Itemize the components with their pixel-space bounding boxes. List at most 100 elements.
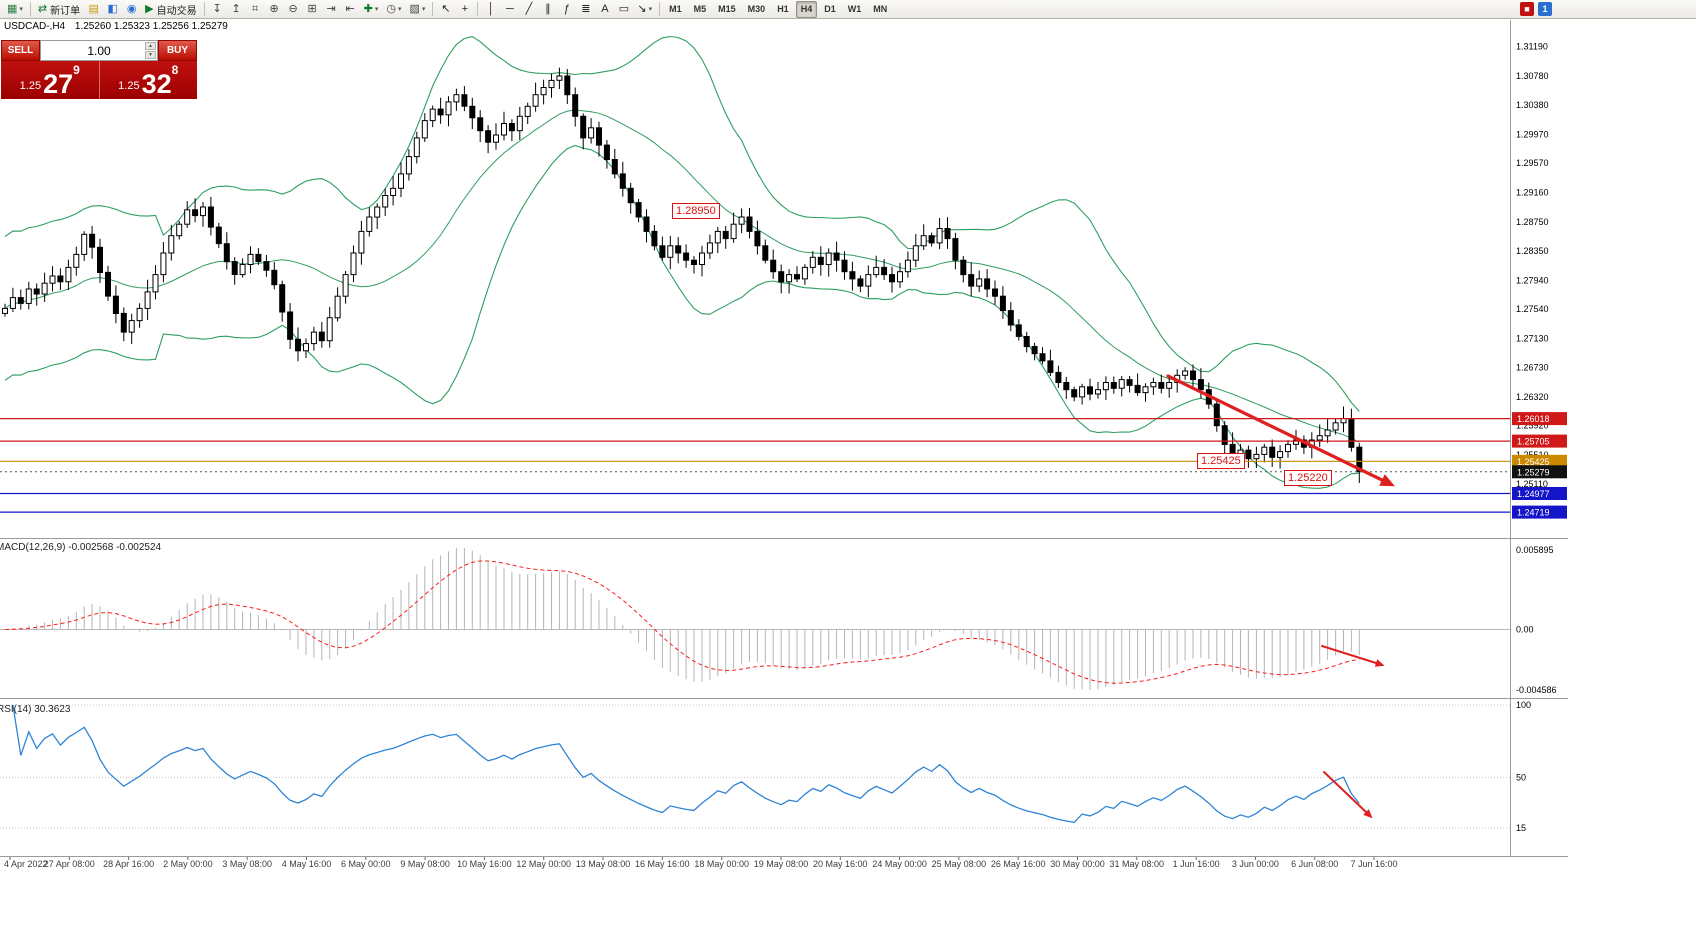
price-tag-1.26018: 1.26018 (1512, 412, 1567, 426)
economic-calendar-button[interactable]: ▤ (85, 1, 102, 18)
label-tool-icon: ▭ (618, 2, 630, 15)
indicator-list-icon: ↥ (231, 2, 241, 15)
chart-window-menu-button[interactable]: ▦ ▾ (4, 1, 26, 18)
svg-text:4 Apr 2022: 4 Apr 2022 (4, 859, 48, 869)
buy-button[interactable]: BUY (158, 40, 197, 61)
panel-separators[interactable] (0, 20, 1568, 857)
volume-input[interactable]: 1.00 ▲ ▼ (40, 40, 158, 61)
toolbar-separator (659, 2, 661, 16)
indicator-add-icon: ↧ (212, 2, 222, 15)
volume-up-button[interactable]: ▲ (145, 42, 156, 50)
arrows-tool-button[interactable]: ↘ ▾ (634, 1, 655, 18)
trend-arrows[interactable] (1166, 374, 1395, 819)
toolbar-separator (29, 2, 31, 16)
svg-text:2 May 00:00: 2 May 00:00 (163, 859, 213, 869)
crosshair-button[interactable]: + (456, 1, 473, 18)
svg-text:27 Apr 08:00: 27 Apr 08:00 (44, 859, 95, 869)
svg-text:1.25425: 1.25425 (1517, 457, 1550, 467)
volume-down-button[interactable]: ▼ (145, 51, 156, 59)
auto-trading-icon: ▶ (145, 2, 154, 15)
timeframe-h1-button[interactable]: H1 (777, 4, 789, 14)
svg-text:19 May 08:00: 19 May 08:00 (754, 859, 809, 869)
chart-shift-button[interactable]: ⇤ (342, 1, 359, 18)
period-selector-button[interactable]: ◷ ▾ (383, 1, 404, 18)
sell-price-big: 27 (43, 69, 74, 99)
horizontal-line-tool-button[interactable]: ─ (501, 1, 518, 18)
price-axis[interactable]: 1.31190 1.30780 1.30380 1.29970 1.29570 1.291… (1516, 42, 1549, 489)
svg-text:25 May 08:00: 25 May 08:00 (932, 859, 987, 869)
vertical-line-tool-button[interactable]: │ (482, 1, 499, 18)
label-tool-button[interactable]: ▭ (615, 1, 632, 18)
trendline-tool-icon: ╱ (525, 2, 533, 15)
new-order-button[interactable]: ⇄ 新订单 (35, 1, 83, 18)
object-list-button[interactable]: ⌗ (247, 1, 264, 18)
timeframe-m30-button[interactable]: M30 (747, 4, 766, 14)
price-annotation-1.25425[interactable]: 1.25425 (1197, 453, 1245, 469)
svg-text:6 May 00:00: 6 May 00:00 (341, 859, 391, 869)
timeframe-m1-button[interactable]: M1 (669, 4, 682, 14)
price-tag-1.25425: 1.25425 (1512, 454, 1567, 468)
arrows-tool-dropdown-icon[interactable]: ▾ (648, 6, 653, 13)
template-selector-button[interactable]: ▧ ▾ (406, 1, 428, 18)
navigator-icon: ◉ (126, 2, 137, 15)
timeframe-h4-button[interactable]: H4 (795, 0, 818, 18)
shapes-tool-button[interactable]: ≣ (577, 1, 594, 18)
object-list-icon: ⌗ (252, 2, 259, 15)
new-chart-button[interactable]: ✚ ▾ (361, 1, 382, 18)
volume-value: 1.00 (87, 43, 111, 58)
svg-text:1.24719: 1.24719 (1517, 508, 1550, 518)
arrows-tool-icon: ↘ (637, 2, 647, 15)
toolbar-separator (477, 2, 479, 16)
auto-trading-button[interactable]: ▶ 自动交易 (142, 1, 199, 18)
alerts-icon[interactable]: ■ (1520, 2, 1534, 16)
chart-window-menu-icon: ▦ (7, 2, 18, 15)
svg-text:1.25279: 1.25279 (1517, 467, 1550, 477)
price-annotation-1.25220[interactable]: 1.25220 (1284, 470, 1332, 486)
period-selector-icon: ◷ (386, 2, 396, 15)
sell-price[interactable]: 1.25 27 9 (1, 61, 100, 99)
trendline-tool-button[interactable]: ╱ (520, 1, 537, 18)
cursor-button[interactable]: ↖ (437, 1, 454, 18)
bollinger-bands (4, 35, 1360, 489)
chart-window-menu-dropdown-icon[interactable]: ▾ (19, 6, 23, 13)
indicator-add-button[interactable]: ↧ (209, 1, 226, 18)
period-selector-dropdown-icon[interactable]: ▾ (397, 6, 402, 13)
fibonacci-tool-button[interactable]: ƒ (558, 1, 575, 18)
price-annotation-1.28950[interactable]: 1.28950 (672, 203, 720, 219)
timeframe-m15-button[interactable]: M15 (718, 4, 736, 14)
volume-spinner: ▲ ▼ (145, 42, 156, 59)
template-selector-dropdown-icon[interactable]: ▾ (421, 6, 426, 13)
svg-text:1.26320: 1.26320 (1516, 392, 1549, 402)
indicator-list-button[interactable]: ↥ (228, 1, 245, 18)
navigator-button[interactable]: ◉ (123, 1, 140, 18)
market-watch-button[interactable]: ◧ (104, 1, 121, 18)
timeframe-m5-button[interactable]: M5 (693, 4, 707, 14)
timeframe-d1-button[interactable]: D1 (824, 4, 836, 14)
timeframe-mn-button[interactable]: MN (873, 4, 888, 14)
svg-text:4 May 16:00: 4 May 16:00 (282, 859, 332, 869)
text-tool-button[interactable]: A (596, 1, 613, 18)
svg-text:9 May 08:00: 9 May 08:00 (400, 859, 450, 869)
macd-label: MACD(12,26,9) -0.002568 -0.002524 (0, 542, 162, 553)
macd-signal-line (4, 560, 1360, 684)
svg-text:28 Apr 16:00: 28 Apr 16:00 (103, 859, 154, 869)
new-order-icon: ⇄ (37, 2, 48, 15)
svg-text:26 May 16:00: 26 May 16:00 (991, 859, 1046, 869)
new-chart-dropdown-icon[interactable]: ▾ (374, 6, 379, 13)
notifications-icon[interactable]: 1 (1538, 2, 1552, 16)
rsi-line (12, 704, 1360, 824)
sell-button[interactable]: SELL (1, 40, 40, 61)
auto-scroll-button[interactable]: ⇥ (323, 1, 340, 18)
tile-windows-button[interactable]: ⊞ (304, 1, 321, 18)
zoom-out-button[interactable]: ⊖ (285, 1, 302, 18)
bollinger-middle-line (4, 109, 1360, 443)
svg-text:1.30780: 1.30780 (1516, 71, 1549, 81)
channel-tool-button[interactable]: ∥ (539, 1, 556, 18)
buy-price[interactable]: 1.25 32 8 (99, 61, 197, 99)
timeframe-w1-button[interactable]: W1 (847, 4, 862, 14)
svg-text:1.29160: 1.29160 (1516, 188, 1549, 198)
price-tag-1.24719: 1.24719 (1512, 505, 1567, 519)
zoom-in-button[interactable]: ⊕ (266, 1, 283, 18)
